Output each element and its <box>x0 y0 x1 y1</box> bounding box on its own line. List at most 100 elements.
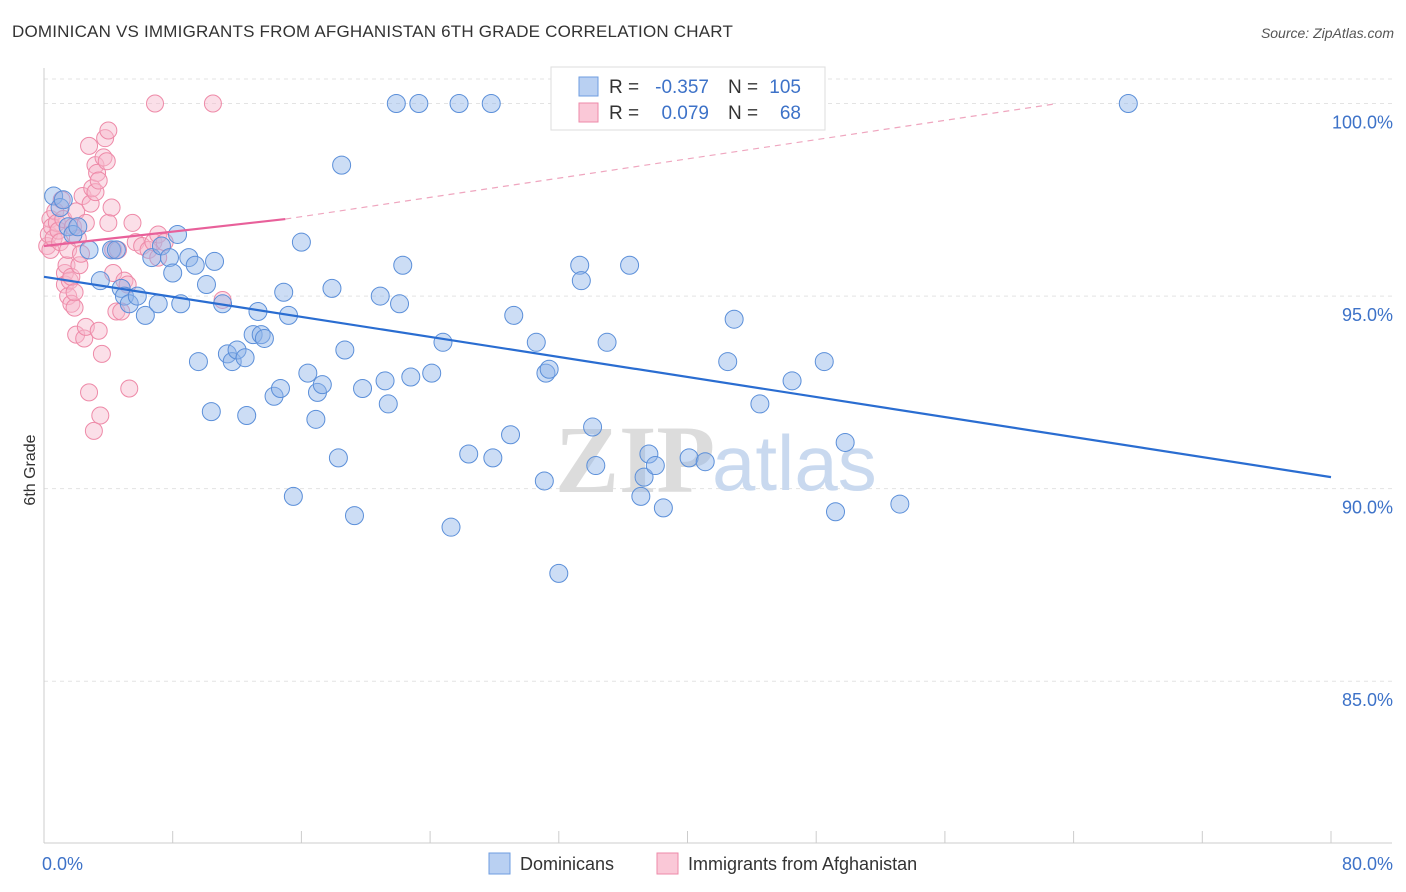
dominican-point-19 <box>163 263 183 283</box>
dominican-point-45 <box>306 409 326 429</box>
dominican-points <box>44 94 1138 583</box>
dominican-point-54 <box>370 286 390 306</box>
y-tick-labels: 100.0% 95.0% 90.0% 85.0% <box>1332 113 1393 711</box>
dominican-point-90 <box>718 352 738 372</box>
afghanistan-point-24 <box>67 202 86 221</box>
dominican-point-32 <box>235 348 255 368</box>
dominican-point-44 <box>298 363 318 383</box>
dominican-point-30 <box>222 352 242 372</box>
stats-legend: R = -0.357 N = 105 R = 0.079 N = 68 <box>550 66 826 131</box>
dominican-point-34 <box>243 325 263 345</box>
afghanistan-point-39 <box>88 163 107 182</box>
afghanistan-point-38 <box>86 183 105 202</box>
afghanistan-point-8 <box>49 221 68 240</box>
dominicans-swatch <box>578 76 599 97</box>
afghanistan-point-40 <box>89 171 108 190</box>
dominican-point-68 <box>483 448 503 468</box>
dominican-point-2 <box>53 190 73 210</box>
y-tick-label-3: 85.0% <box>1342 690 1393 710</box>
afghanistan-point-36 <box>84 421 103 440</box>
dominican-point-43 <box>291 232 311 252</box>
y-axis-label: 6th Grade <box>22 434 39 505</box>
y-tick-label-2: 90.0% <box>1342 498 1393 518</box>
bottom-legend-dominicans-swatch <box>488 852 511 875</box>
dominican-point-67 <box>481 94 501 114</box>
dominican-point-48 <box>322 278 342 298</box>
source-credit: Source: ZipAtlas.com <box>1260 25 1394 41</box>
dominican-point-33 <box>237 405 257 425</box>
dominican-point-24 <box>188 352 208 372</box>
afghanistan-point-43 <box>92 344 111 363</box>
y-tick-label-1: 95.0% <box>1342 305 1393 325</box>
dominican-point-98 <box>1118 94 1138 114</box>
afghanistan-point-63 <box>149 248 168 267</box>
dominican-point-17 <box>151 236 171 256</box>
dominican-point-27 <box>205 251 225 271</box>
dominican-point-94 <box>814 352 834 372</box>
dominican-point-18 <box>159 248 179 268</box>
dominican-point-75 <box>549 563 569 583</box>
dominican-point-36 <box>251 325 271 345</box>
dominican-point-55 <box>375 371 395 391</box>
afghanistan-point-21 <box>65 298 84 317</box>
grid-lines <box>44 78 1392 682</box>
dominican-point-59 <box>393 255 413 275</box>
dominican-point-72 <box>534 471 554 491</box>
legend-r-label-2: R = <box>609 103 639 124</box>
dominican-point-1 <box>50 198 70 218</box>
afghanistan-point-57 <box>120 379 139 398</box>
dominican-point-58 <box>390 294 410 314</box>
dominican-point-85 <box>639 444 659 464</box>
afghanistan-point-67 <box>146 94 165 113</box>
afghanistan-point-29 <box>75 329 94 348</box>
x-tick-labels: 0.0% 80.0% <box>42 854 1393 874</box>
afghanistan-point-33 <box>80 383 99 402</box>
series-legend: Dominicans Immigrants from Afghanistan <box>488 852 917 875</box>
dominican-point-69 <box>501 425 521 445</box>
dominican-point-57 <box>386 94 406 114</box>
afghanistan-point-58 <box>123 213 142 232</box>
axes <box>43 68 1392 844</box>
dominican-point-88 <box>679 448 699 468</box>
dominican-point-93 <box>782 371 802 391</box>
afghanistan-point-48 <box>99 213 118 232</box>
dominican-point-70 <box>504 305 524 325</box>
watermark-atlas: atlas <box>712 419 877 507</box>
dominican-point-78 <box>571 271 591 291</box>
afghanistan-point-68 <box>203 94 222 113</box>
dominican-point-25 <box>196 275 216 295</box>
dominican-trend-line <box>43 275 1332 479</box>
zipatlas-watermark: ZIP atlas <box>555 406 877 513</box>
afghanistan-point-42 <box>91 406 110 425</box>
dominican-point-51 <box>335 340 355 360</box>
dominican-point-38 <box>264 386 284 406</box>
afghanistan-point-41 <box>89 321 108 340</box>
bottom-legend-dominicans: Dominicans <box>520 854 614 874</box>
afghanistan-point-32 <box>80 136 99 155</box>
dominican-point-97 <box>890 494 910 514</box>
afghanistan-trend-line <box>43 217 286 248</box>
dominican-point-83 <box>631 486 651 506</box>
legend-r-value-2: 0.079 <box>661 103 709 124</box>
dominican-point-86 <box>645 456 665 476</box>
dominican-point-39 <box>270 379 290 399</box>
dominican-point-16 <box>148 294 168 314</box>
dominican-point-31 <box>227 340 247 360</box>
dominican-point-81 <box>597 332 617 352</box>
dominican-point-63 <box>433 332 453 352</box>
dominican-point-47 <box>312 375 332 395</box>
dominican-point-52 <box>344 506 364 526</box>
afghanistan-swatch <box>578 102 599 123</box>
legend-n-value-1: 105 <box>769 77 801 98</box>
chart-title: DOMINICAN VS IMMIGRANTS FROM AFGHANISTAN… <box>12 22 734 41</box>
dominican-point-92 <box>750 394 770 414</box>
afghanistan-point-54 <box>112 302 131 321</box>
x-tick-label-1: 80.0% <box>1342 854 1393 874</box>
dominican-point-20 <box>168 224 188 244</box>
bottom-legend-afghanistan-swatch <box>656 852 679 875</box>
dominican-point-8 <box>102 240 122 260</box>
dominican-point-82 <box>620 255 640 275</box>
dominican-point-62 <box>422 363 442 383</box>
dominican-point-53 <box>353 379 373 399</box>
